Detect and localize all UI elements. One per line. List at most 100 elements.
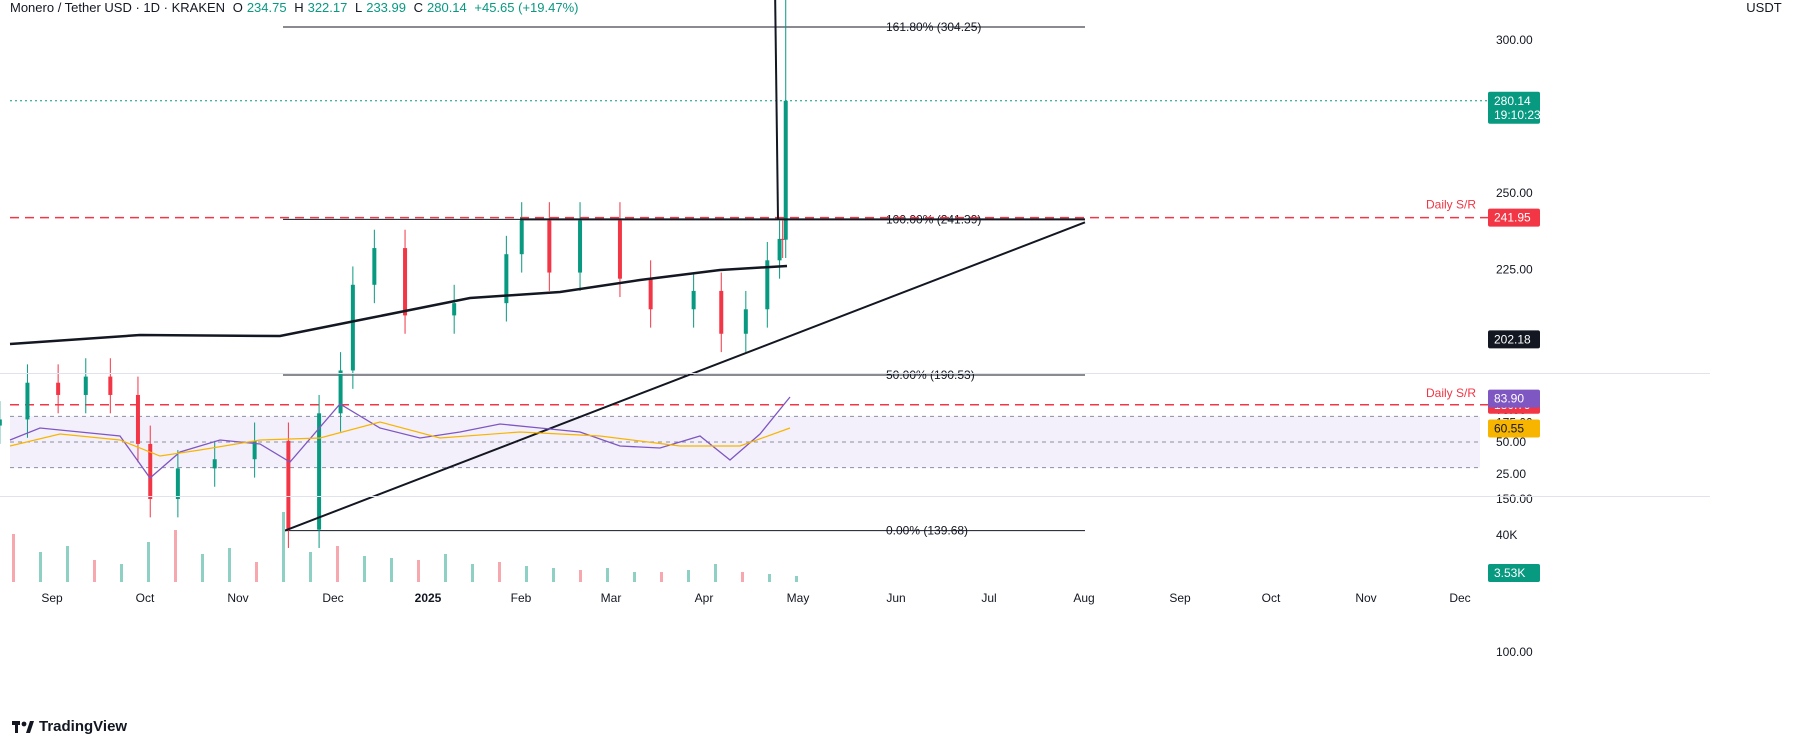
low-value: 233.99 <box>366 0 406 15</box>
rsi-axis-tick: 50.00 <box>1496 435 1526 449</box>
pane-separator-rsi[interactable] <box>0 373 1710 374</box>
pane-separator-volume[interactable] <box>0 496 1710 497</box>
time-axis-label: Sep <box>1169 591 1191 605</box>
volume-bar <box>660 572 663 582</box>
candle-body <box>578 220 583 273</box>
time-axis-label: Sep <box>41 591 63 605</box>
brand-name: TradingView <box>39 718 128 735</box>
volume-bar <box>12 534 15 582</box>
candle-body <box>504 254 509 304</box>
currency-button[interactable]: USDT <box>1746 0 1782 15</box>
volume-bar <box>174 530 177 582</box>
volume-bar <box>525 566 528 582</box>
time-axis-label: Jul <box>981 591 996 605</box>
time-axis-label: Nov <box>1355 591 1376 605</box>
high-label: H <box>294 0 304 15</box>
candle-body <box>83 376 88 395</box>
candle-body <box>372 248 377 285</box>
candle-body <box>547 220 552 273</box>
candle-body <box>350 284 355 371</box>
volume-bar <box>66 546 69 582</box>
volume-bar <box>552 568 555 582</box>
candle-body <box>691 290 696 310</box>
candle-body <box>212 459 217 469</box>
candle-body <box>175 468 180 499</box>
candle-body <box>56 382 61 395</box>
fib-label-1: 161.80% (304.25) <box>886 20 981 34</box>
price-axis-tick: 250.00 <box>1496 186 1533 200</box>
time-axis-label: 2025 <box>415 591 442 605</box>
moving-average-line <box>9 264 788 346</box>
candle-body <box>780 238 785 240</box>
change-value: +45.65 (+19.47%) <box>474 0 579 15</box>
volume-bar <box>336 546 339 582</box>
volume-bar <box>201 554 204 582</box>
candle-body <box>519 220 524 255</box>
volume-bar <box>741 572 744 582</box>
tradingview-logo[interactable]: TradingView <box>12 718 127 735</box>
fib-label-4: 0.00% (139.68) <box>886 524 968 538</box>
volume-bar <box>282 512 285 582</box>
time-axis-label: Dec <box>1449 591 1470 605</box>
volume-badge: 3.53K <box>1494 566 1525 580</box>
time-axis-label: Apr <box>695 591 714 605</box>
time-axis-label: Dec <box>322 591 343 605</box>
volume-bar <box>120 564 123 582</box>
symbol-title[interactable]: Monero / Tether USD · 1D · KRAKEN <box>10 0 226 15</box>
volume-axis-tick: 40K <box>1496 528 1517 542</box>
rsi-axis-tick: 25.00 <box>1496 467 1526 481</box>
candle-body <box>286 440 291 530</box>
rsi-ma-badge-bg <box>1488 419 1540 438</box>
rsi-ma-badge: 60.55 <box>1494 421 1524 435</box>
open-label: O <box>232 0 243 15</box>
tradingview-icon <box>12 720 34 733</box>
candle-body <box>403 248 408 316</box>
candle-body <box>25 382 30 420</box>
price-axis-tick: 100.00 <box>1496 645 1533 659</box>
time-axis-label: Nov <box>227 591 248 605</box>
rsi-badge: 83.90 <box>1494 392 1524 406</box>
volume-bar <box>390 558 393 582</box>
candle-body <box>783 100 788 240</box>
volume-bar <box>255 562 258 582</box>
candle-body <box>252 440 257 460</box>
volume-bar <box>363 556 366 582</box>
candle-body <box>317 413 322 530</box>
resistance-label-low: Daily S/R <box>1426 386 1476 400</box>
countdown-badge: 19:10:23 <box>1494 108 1541 122</box>
candle-body <box>148 443 153 499</box>
candle-body <box>0 419 2 426</box>
candle-body <box>617 220 622 279</box>
time-axis-label: Aug <box>1073 591 1094 605</box>
resistance-label-high: Daily S/R <box>1426 198 1476 212</box>
volume-bar <box>633 572 636 582</box>
price-axis-tick: 150.00 <box>1496 492 1533 506</box>
candle-body <box>135 394 140 444</box>
resistance-high-badge: 241.95 <box>1494 211 1531 225</box>
rsi-badge-bg <box>1488 389 1540 408</box>
volume-bar <box>795 576 798 582</box>
open-value: 234.75 <box>246 0 287 15</box>
ascending-trendline <box>284 221 1086 532</box>
candle-body <box>765 260 770 310</box>
last-price-badge-bg <box>1488 91 1540 124</box>
volume-bar <box>471 564 474 582</box>
close-label: C <box>413 0 423 15</box>
time-axis-label: Jun <box>886 591 905 605</box>
price-axis-tick: 300.00 <box>1496 33 1533 47</box>
low-label: L <box>354 0 363 15</box>
volume-bar <box>93 560 96 582</box>
time-axis-label: Oct <box>136 591 155 605</box>
symbol-header: Monero / Tether USD · 1D · KRAKEN O 234.7… <box>10 0 582 18</box>
close-value: 280.14 <box>427 0 467 15</box>
support-line-badge-bg <box>1488 330 1540 349</box>
price-axis-tick: 225.00 <box>1496 263 1533 277</box>
support-line-badge: 202.18 <box>1494 332 1531 346</box>
volume-bar <box>768 574 771 582</box>
candle-body <box>648 278 653 310</box>
high-value: 322.17 <box>307 0 348 15</box>
volume-bar <box>39 552 42 582</box>
volume-bar <box>417 560 420 582</box>
